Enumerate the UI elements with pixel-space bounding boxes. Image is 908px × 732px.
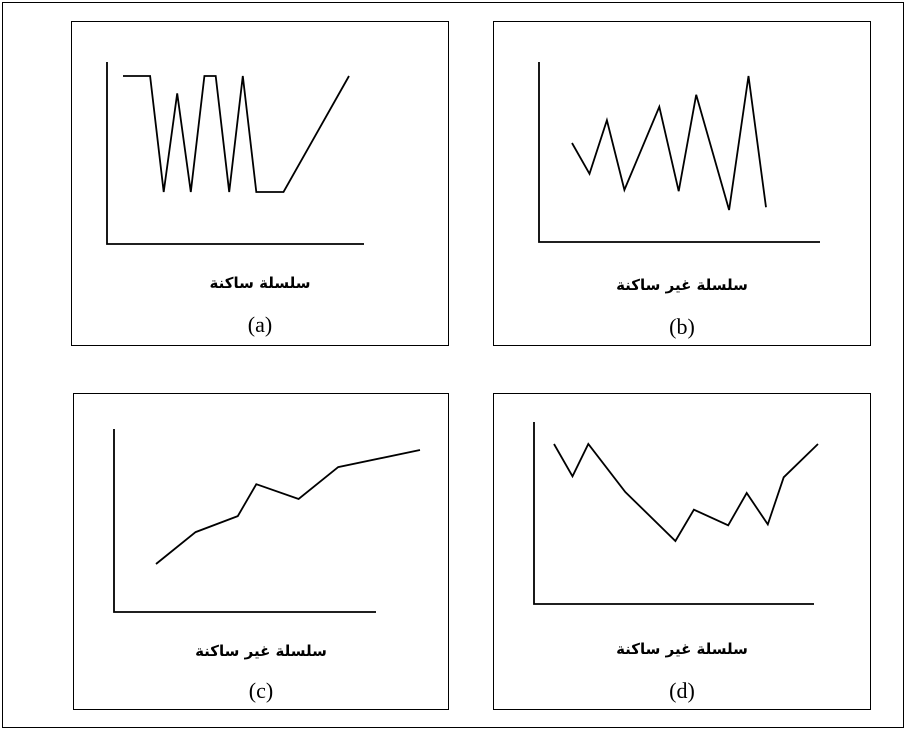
- panel-label-b: (b): [669, 314, 695, 339]
- panel-a: سلسلة ساكنة (a): [71, 21, 449, 346]
- plot-c: [113, 429, 421, 613]
- panel-c: سلسلة غير ساكنة (c): [73, 393, 449, 710]
- panel-d: سلسلة غير ساكنة (d): [493, 393, 871, 710]
- plot-a: [106, 62, 364, 245]
- series-line-a: [123, 75, 350, 193]
- series-line-c: [155, 449, 421, 565]
- axes-d: [533, 422, 814, 605]
- series-line-b: [571, 75, 767, 211]
- panel-label-c: (c): [248, 678, 274, 703]
- panel-label-a: (a): [247, 312, 273, 337]
- caption-b: سلسلة غير ساكنة: [616, 276, 748, 294]
- panel-label-d: (d): [669, 678, 695, 703]
- caption-c: سلسلة غير ساكنة: [195, 642, 327, 660]
- caption-a: سلسلة ساكنة: [209, 274, 311, 292]
- panel-b: سلسلة غير ساكنة (b): [493, 21, 871, 346]
- plot-d: [533, 422, 819, 605]
- plot-b: [538, 62, 820, 243]
- caption-d: سلسلة غير ساكنة: [616, 640, 748, 658]
- axes-a: [106, 62, 364, 245]
- series-line-d: [553, 442, 819, 543]
- axes-b: [538, 62, 820, 243]
- axes-c: [113, 429, 376, 613]
